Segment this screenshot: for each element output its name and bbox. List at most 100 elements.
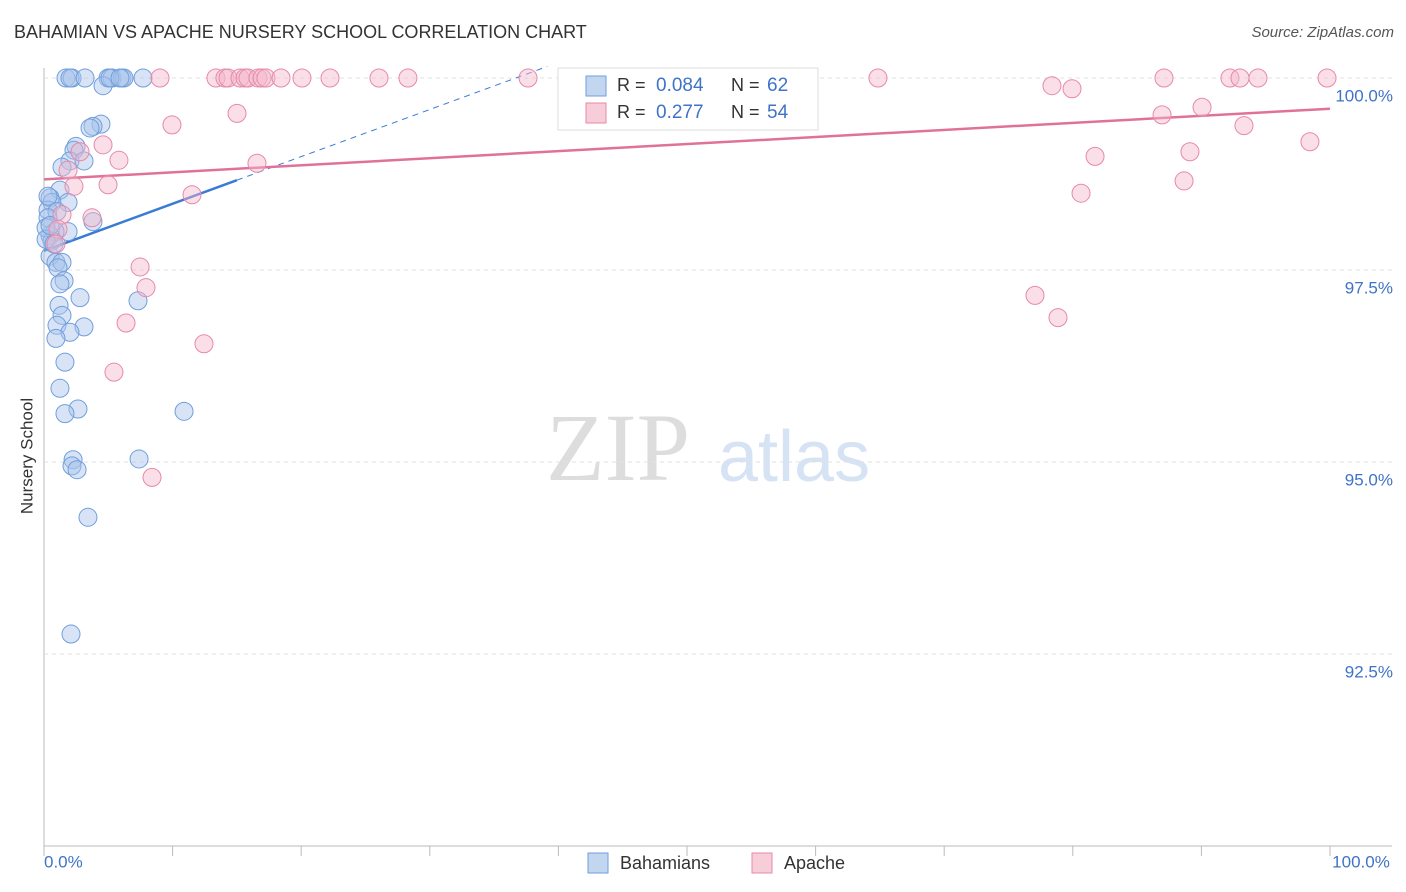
legend-swatch	[587, 852, 609, 874]
point	[98, 175, 118, 195]
point	[60, 68, 80, 88]
point	[136, 278, 156, 298]
point	[64, 176, 84, 196]
x-tick-label: 0.0%	[44, 852, 83, 871]
trend-line	[43, 178, 238, 252]
y-tick-label: 100.0%	[1335, 87, 1393, 106]
point	[75, 68, 95, 88]
point	[56, 68, 76, 88]
point	[104, 362, 124, 382]
point	[50, 274, 70, 294]
point	[162, 115, 182, 135]
point	[248, 68, 268, 88]
point	[129, 449, 149, 469]
point	[116, 313, 136, 333]
point	[46, 328, 66, 348]
trend-extension	[236, 66, 548, 181]
point	[227, 103, 247, 123]
point	[1048, 308, 1068, 328]
point	[133, 68, 153, 88]
point	[1174, 171, 1194, 191]
stats-r-value: 0.277	[656, 102, 704, 123]
point	[174, 401, 194, 421]
point	[38, 186, 58, 206]
point	[60, 322, 80, 342]
legend: R = 0.084 N = 62 Bahamians R = 0.277 N = 54 Apach…	[557, 67, 845, 874]
y-tick-label: 97.5%	[1345, 278, 1393, 297]
point	[109, 150, 129, 170]
point	[320, 68, 340, 88]
stats-swatch	[585, 102, 607, 124]
point	[1071, 183, 1091, 203]
stats-n-value: 54	[767, 102, 789, 123]
point	[58, 160, 78, 180]
point	[70, 288, 90, 308]
point	[63, 450, 83, 470]
point	[1248, 68, 1268, 88]
point	[1152, 105, 1172, 125]
point	[64, 140, 84, 160]
point	[1180, 142, 1200, 162]
point	[1192, 97, 1212, 117]
x-tick-label: 100.0%	[1332, 852, 1390, 871]
point	[130, 257, 150, 277]
point	[252, 68, 272, 88]
point	[70, 142, 90, 162]
point	[50, 378, 70, 398]
point	[247, 153, 267, 173]
point	[1317, 68, 1337, 88]
trend-lines	[43, 66, 1331, 252]
point	[1220, 68, 1240, 88]
legend-label: Apache	[784, 853, 845, 873]
point	[150, 68, 170, 88]
point	[93, 135, 113, 155]
point	[61, 624, 81, 644]
watermark: atlas	[718, 417, 870, 497]
point	[52, 205, 72, 225]
stats-r-label: R =	[617, 75, 646, 95]
point	[74, 151, 94, 171]
point	[1230, 68, 1250, 88]
y-tick-label: 95.0%	[1345, 470, 1393, 489]
point	[292, 68, 312, 88]
point	[369, 68, 389, 88]
point	[1234, 116, 1254, 136]
watermark: ZIP	[546, 394, 690, 501]
point	[78, 507, 98, 527]
point	[518, 68, 538, 88]
point	[48, 219, 68, 239]
stats-r-label: R =	[617, 102, 646, 122]
stats-r-value: 0.084	[656, 75, 704, 96]
point	[1062, 79, 1082, 99]
point	[194, 334, 214, 354]
chart-title: BAHAMIAN VS APACHE NURSERY SCHOOL CORREL…	[14, 22, 587, 42]
point	[1025, 285, 1045, 305]
point	[68, 399, 88, 419]
point	[82, 208, 102, 228]
point	[74, 317, 94, 337]
legend-swatch	[751, 852, 773, 874]
source: Source: ZipAtlas.com	[1251, 24, 1394, 41]
stats-n-label: N =	[731, 75, 760, 95]
legend-label: Bahamians	[620, 853, 710, 873]
point	[271, 68, 291, 88]
point	[80, 118, 100, 138]
point	[114, 68, 134, 88]
y-axis-label: Nursery School	[17, 398, 36, 514]
point	[1042, 76, 1062, 96]
point	[182, 185, 202, 205]
point	[1085, 146, 1105, 166]
point	[1154, 68, 1174, 88]
point	[67, 460, 87, 480]
stats-n-value: 62	[767, 75, 788, 96]
point	[83, 116, 103, 136]
point	[46, 234, 66, 254]
point	[91, 114, 111, 134]
stats-swatch	[585, 75, 607, 97]
point	[55, 352, 75, 372]
point	[93, 76, 113, 96]
point	[62, 456, 82, 476]
points	[36, 68, 1337, 644]
trend-line	[43, 107, 1331, 181]
